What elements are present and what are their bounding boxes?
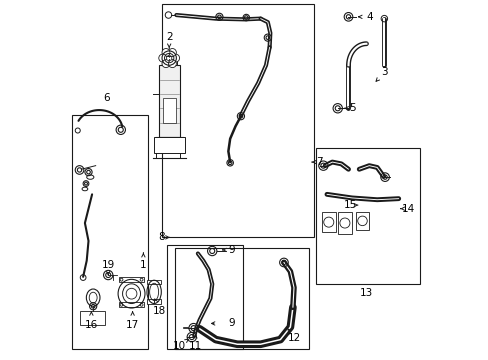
Bar [119, 302, 144, 307]
Bar [80, 311, 105, 325]
Text: 4: 4 [365, 12, 372, 22]
Bar [337, 212, 351, 234]
Bar [72, 116, 147, 348]
Circle shape [162, 60, 169, 68]
Bar [162, 56, 176, 65]
Circle shape [171, 54, 179, 62]
Text: 12: 12 [287, 333, 301, 343]
Circle shape [159, 54, 166, 62]
Text: 5: 5 [349, 103, 355, 113]
Bar [162, 4, 314, 237]
Bar [153, 137, 184, 153]
Bar [355, 212, 368, 230]
Bar [119, 277, 144, 282]
Circle shape [168, 60, 176, 68]
Text: 13: 13 [359, 288, 372, 298]
Text: 10: 10 [172, 341, 185, 351]
Text: 15: 15 [343, 200, 356, 210]
Bar [147, 300, 161, 304]
Bar [163, 98, 176, 123]
Text: 1: 1 [140, 260, 146, 270]
Text: 17: 17 [126, 320, 139, 330]
Bar [167, 244, 242, 348]
Circle shape [162, 49, 169, 57]
Text: 18: 18 [153, 306, 166, 316]
Text: 8: 8 [158, 232, 164, 242]
Circle shape [168, 49, 176, 57]
Text: 11: 11 [188, 341, 202, 351]
Text: 14: 14 [401, 204, 414, 214]
Text: 6: 6 [103, 93, 109, 103]
Text: 3: 3 [380, 67, 387, 77]
Text: 16: 16 [84, 320, 98, 330]
Bar [159, 65, 179, 137]
Text: 9: 9 [227, 245, 234, 255]
Text: 19: 19 [102, 260, 115, 270]
Bar [316, 148, 419, 284]
Text: 7: 7 [316, 157, 323, 167]
Bar [174, 248, 308, 348]
Bar [147, 280, 161, 284]
Text: 2: 2 [165, 32, 172, 41]
Bar [321, 212, 335, 232]
Text: 9: 9 [227, 319, 234, 328]
